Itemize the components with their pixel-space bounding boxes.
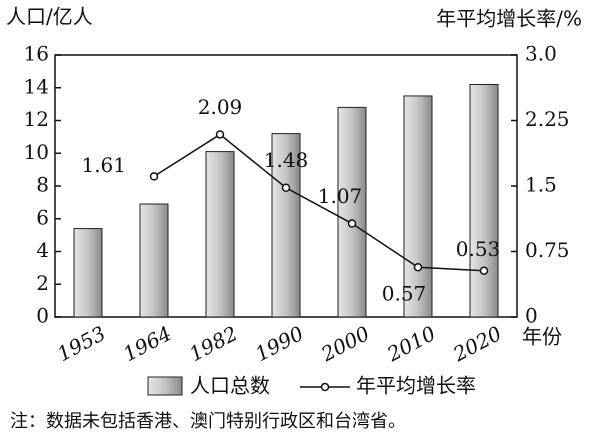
note: 注：数据未包括香港、澳门特别行政区和台湾省。 [10, 411, 406, 432]
line-point [215, 130, 225, 139]
bar [403, 95, 433, 318]
data-label: 2.09 [198, 95, 243, 119]
y-tick-label: 16 [24, 42, 49, 66]
y-tick-label: 8 [36, 173, 49, 197]
y-tick-label: 2 [36, 271, 49, 295]
bar [271, 133, 301, 318]
y-tick-label: 14 [24, 74, 49, 98]
x-tick-label: 2010 [382, 321, 439, 367]
line-point [281, 183, 291, 192]
line-point [413, 262, 423, 272]
line-point [347, 219, 357, 228]
y-tick-label: 0 [36, 304, 49, 328]
x-axis-label: 年份 [522, 325, 562, 349]
legend-label: 年平均增长率 [356, 374, 476, 398]
y2-axis-label: 年平均增长率/% [436, 7, 582, 31]
line-point [149, 172, 159, 181]
data-label: 1.07 [318, 184, 363, 208]
bar [73, 228, 103, 318]
x-tick-label: 1982 [185, 321, 241, 366]
bar [337, 106, 367, 318]
bar [205, 151, 235, 318]
x-tick-label: 1964 [119, 321, 175, 366]
y2-tick-label: 1.5 [525, 173, 557, 197]
y2-tick-label: 3.0 [525, 42, 557, 66]
line-point [479, 266, 489, 275]
x-tick-label: 2000 [316, 321, 373, 367]
legend-swatch [147, 376, 183, 396]
y-tick-label: 6 [36, 205, 49, 229]
bar [139, 203, 169, 318]
y2-tick-label: 2.25 [525, 107, 570, 131]
data-label: 0.57 [382, 282, 427, 306]
y2-tick-label: 0.75 [525, 238, 570, 262]
y-axis-label: 人口/亿人 [6, 5, 93, 29]
y-tick-label: 12 [24, 107, 49, 131]
data-label: 0.53 [456, 237, 501, 261]
y-tick-label: 4 [36, 238, 49, 262]
legend-label: 人口总数 [190, 374, 270, 398]
line [153, 133, 485, 272]
x-tick-label: 2020 [448, 321, 505, 367]
data-label: 1.61 [81, 153, 126, 177]
y2-tick-label: 0 [525, 304, 538, 328]
x-tick-label: 1990 [251, 321, 307, 366]
y-tick-label: 10 [24, 140, 49, 164]
x-tick-label: 1953 [53, 321, 109, 366]
data-label: 1.48 [264, 148, 309, 172]
bar [469, 83, 499, 318]
legend-marker [320, 382, 330, 392]
